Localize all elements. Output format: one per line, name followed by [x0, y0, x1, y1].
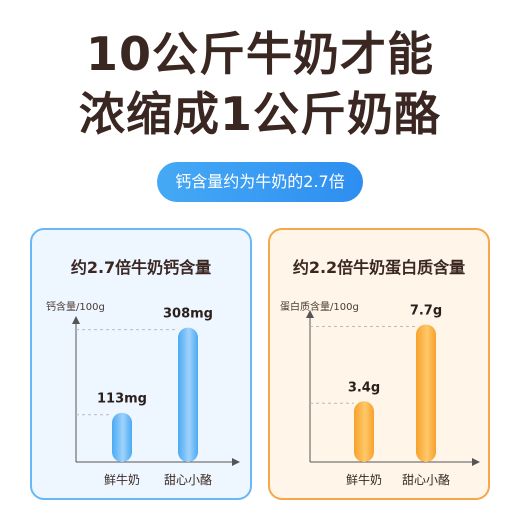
headline-line-1: 10公斤牛奶才能: [85, 27, 434, 81]
protein-bar: [354, 401, 374, 462]
protein-chart-card: 约2.2倍牛奶蛋白质含量 蛋白质含量/100g 3.4g 鲜牛奶 7.7g 甜心小酪: [268, 228, 490, 500]
calcium-data-label: 308mg: [163, 307, 213, 322]
calcium-y-axis-arrow: [72, 316, 80, 324]
headline-line-2: 浓缩成1公斤奶酪: [78, 87, 441, 141]
calcium-y-axis-label: 钙含量/100g: [46, 302, 105, 313]
protein-category-label: 甜心小酪: [402, 472, 450, 487]
calcium-chart-card: 约2.7倍牛奶钙含量 钙含量/100g 113mg 鲜牛奶 308mg 甜心小酪: [30, 228, 252, 500]
protein-category-label: 鲜牛奶: [346, 472, 382, 487]
calcium-x-axis-arrow: [232, 458, 240, 466]
protein-y-axis-label: 蛋白质含量/100g: [280, 302, 359, 313]
protein-data-label: 3.4g: [348, 380, 380, 395]
calcium-chart-title: 约2.7倍牛奶钙含量: [70, 258, 212, 277]
tagline-badge: 钙含量约为牛奶的2.7倍: [157, 162, 363, 202]
protein-chart-title: 约2.2倍牛奶蛋白质含量: [292, 258, 466, 277]
protein-bar: [416, 324, 436, 462]
calcium-bar: [178, 327, 198, 462]
calcium-category-label: 鲜牛奶: [104, 472, 140, 487]
protein-data-label: 7.7g: [410, 304, 442, 319]
protein-bar-chart: 3.4g 鲜牛奶 7.7g 甜心小酪: [306, 304, 480, 487]
calcium-bar-chart: 113mg 鲜牛奶 308mg 甜心小酪: [72, 307, 240, 487]
calcium-category-label: 甜心小酪: [164, 472, 212, 487]
protein-x-axis-arrow: [472, 458, 480, 466]
calcium-bar: [112, 412, 132, 462]
calcium-data-label: 113mg: [97, 392, 147, 407]
protein-y-axis-arrow: [306, 310, 314, 318]
